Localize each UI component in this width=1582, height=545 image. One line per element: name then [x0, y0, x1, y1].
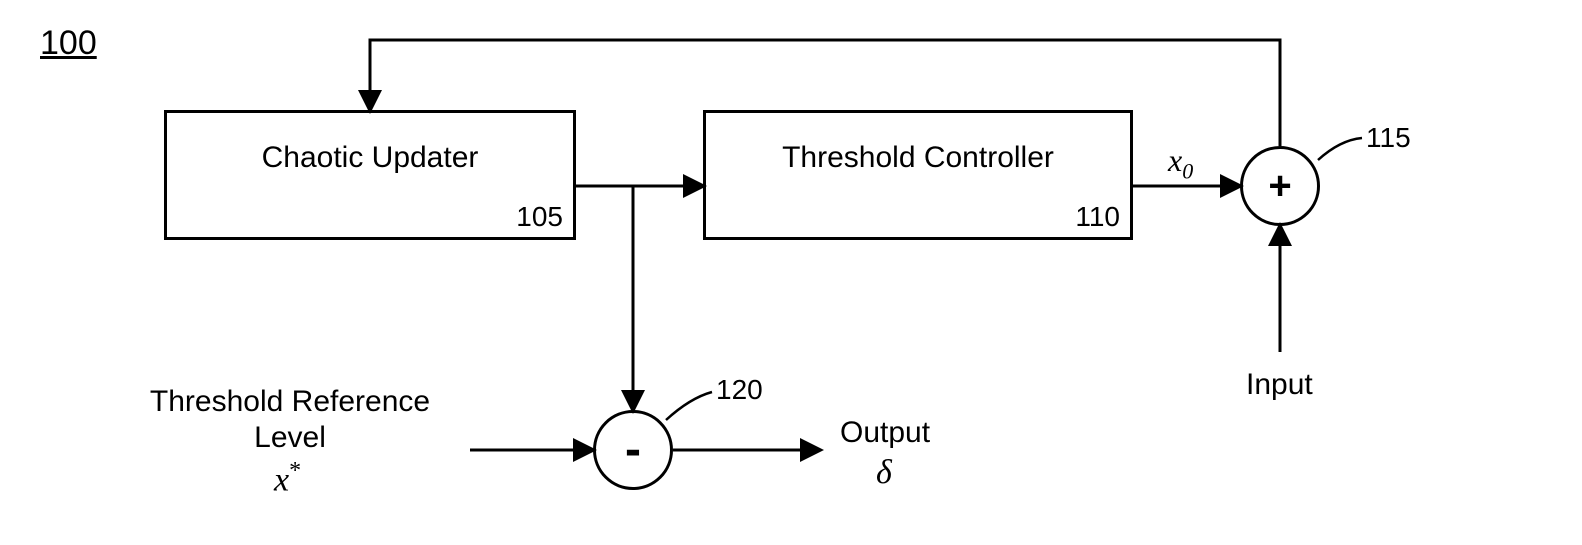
connector-overlay — [0, 0, 1582, 545]
leader-120 — [666, 392, 712, 420]
edge-feedback — [370, 40, 1280, 146]
leader-115 — [1318, 138, 1362, 160]
